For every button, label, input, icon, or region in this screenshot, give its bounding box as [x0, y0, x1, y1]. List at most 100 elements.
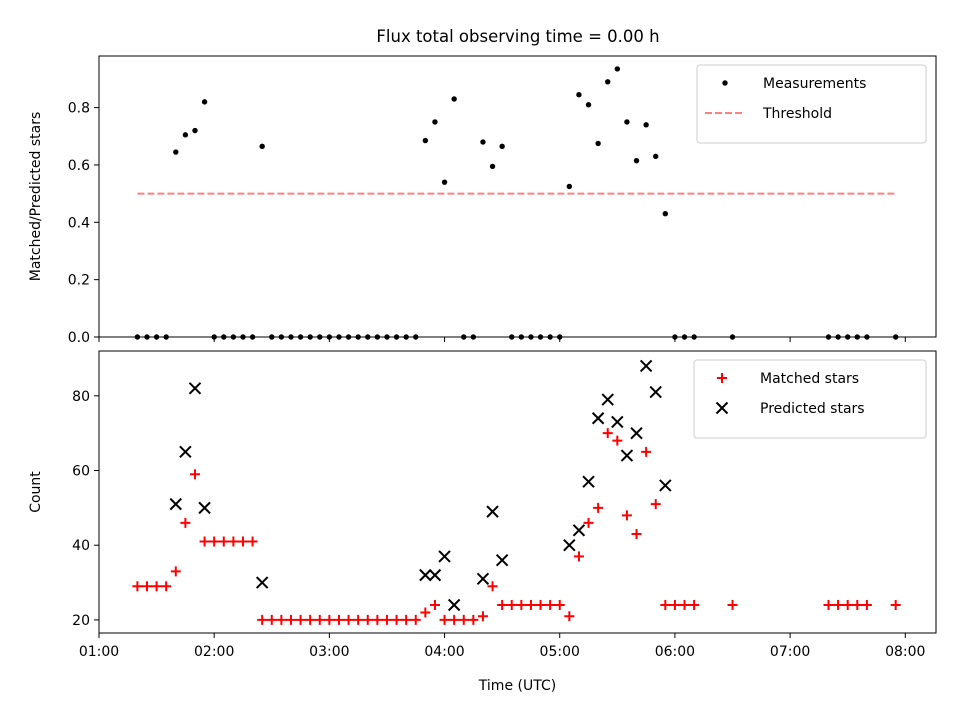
data-point [259, 143, 265, 150]
data-point [605, 79, 611, 85]
panel-2: 01:00 02:00 03:00 04:00 05:00 06:00 07:00 08:00… [28, 350, 937, 694]
data-point [563, 539, 576, 552]
data-point [620, 449, 634, 462]
data-point [353, 614, 364, 625]
data-point [611, 415, 624, 429]
data-point [458, 614, 469, 625]
data-point [641, 446, 652, 457]
data-point [422, 137, 429, 144]
data-point [192, 127, 198, 134]
y-tick-label: 0.4 [68, 215, 90, 231]
data-point [428, 568, 442, 582]
data-point [199, 536, 210, 547]
data-point [420, 607, 431, 618]
data-point [391, 614, 402, 625]
data-point [468, 614, 479, 625]
data-point [525, 599, 536, 610]
data-point [495, 553, 509, 567]
data-point [189, 469, 200, 480]
x-tick-label: 07:00 [770, 644, 810, 660]
x-tick-label: 05:00 [540, 644, 580, 660]
legend-label: Predicted stars [760, 401, 865, 417]
legend-box [693, 359, 927, 439]
data-point [180, 517, 191, 528]
axes-frame [98, 55, 937, 338]
x-axis-label: Time (UTC) [478, 678, 556, 694]
series-matched-stars [132, 428, 901, 625]
series-predicted-stars [169, 359, 672, 612]
data-point [573, 551, 584, 562]
data-point [566, 183, 573, 190]
data-point [141, 581, 152, 592]
data-point [480, 139, 486, 145]
data-point [612, 435, 623, 446]
data-point [633, 157, 640, 164]
x-tick-label: 08:00 [885, 644, 925, 660]
data-point [276, 614, 287, 625]
data-point [649, 385, 662, 399]
legend-handle [715, 401, 729, 415]
data-point [266, 614, 277, 625]
y-axis-label: Count [28, 471, 44, 513]
data-point [247, 536, 258, 547]
legend: Matched stars Predicted stars [693, 359, 927, 439]
data-point [833, 599, 844, 610]
data-point [653, 153, 659, 160]
y-tick-label: 20 [72, 613, 90, 629]
data-point [591, 412, 605, 425]
x-tick-label: 03:00 [309, 644, 349, 660]
panel-1: 0.0 0.2 0.4 0.6 0.8 Matched/Predicted stars Me… [28, 55, 937, 346]
data-point [602, 428, 613, 439]
y-tick-label: 0.6 [68, 158, 90, 174]
x-tick-label: 06:00 [655, 644, 695, 660]
data-point [439, 614, 450, 625]
data-point [447, 598, 461, 612]
x-tick-label: 01:00 [79, 644, 119, 660]
data-point [441, 179, 448, 185]
data-point [572, 524, 586, 537]
legend-handle [722, 80, 728, 86]
y-tick-label: 0.2 [68, 273, 90, 289]
legend-label: Threshold [762, 106, 832, 122]
data-point [662, 211, 669, 217]
data-point [255, 576, 269, 589]
data-point [489, 163, 496, 170]
data-point [545, 599, 556, 610]
data-point [170, 566, 181, 577]
data-point [381, 614, 392, 625]
data-point [173, 149, 179, 155]
y-tick-label: 0.0 [68, 330, 90, 346]
data-point [295, 614, 306, 625]
y-axis-label: Matched/Predicted stars [28, 112, 44, 282]
x-tick-label: 04:00 [424, 644, 464, 660]
data-point [362, 614, 373, 625]
legend-label: Matched stars [760, 371, 859, 387]
data-point [564, 611, 575, 622]
data-point [257, 614, 268, 625]
data-point [593, 502, 604, 513]
axes-frame [98, 350, 937, 634]
data-point [660, 599, 671, 610]
data-point [583, 517, 594, 528]
legend-handle [717, 373, 727, 383]
data-point [659, 479, 672, 492]
data-point [890, 599, 901, 610]
legend-box [696, 64, 927, 144]
data-point [182, 132, 189, 138]
y-tick-label: 60 [72, 464, 90, 480]
series-measurements [134, 66, 899, 340]
data-point [689, 599, 700, 610]
data-point [643, 122, 649, 128]
data-point [614, 66, 621, 72]
data-point [333, 614, 344, 625]
data-point [679, 599, 690, 610]
data-point [228, 536, 239, 547]
data-point [631, 529, 642, 540]
data-point [410, 614, 421, 625]
data-point [486, 505, 499, 518]
data-point [506, 599, 517, 610]
data-point [585, 102, 592, 108]
data-point [477, 611, 488, 622]
data-point [823, 599, 834, 610]
